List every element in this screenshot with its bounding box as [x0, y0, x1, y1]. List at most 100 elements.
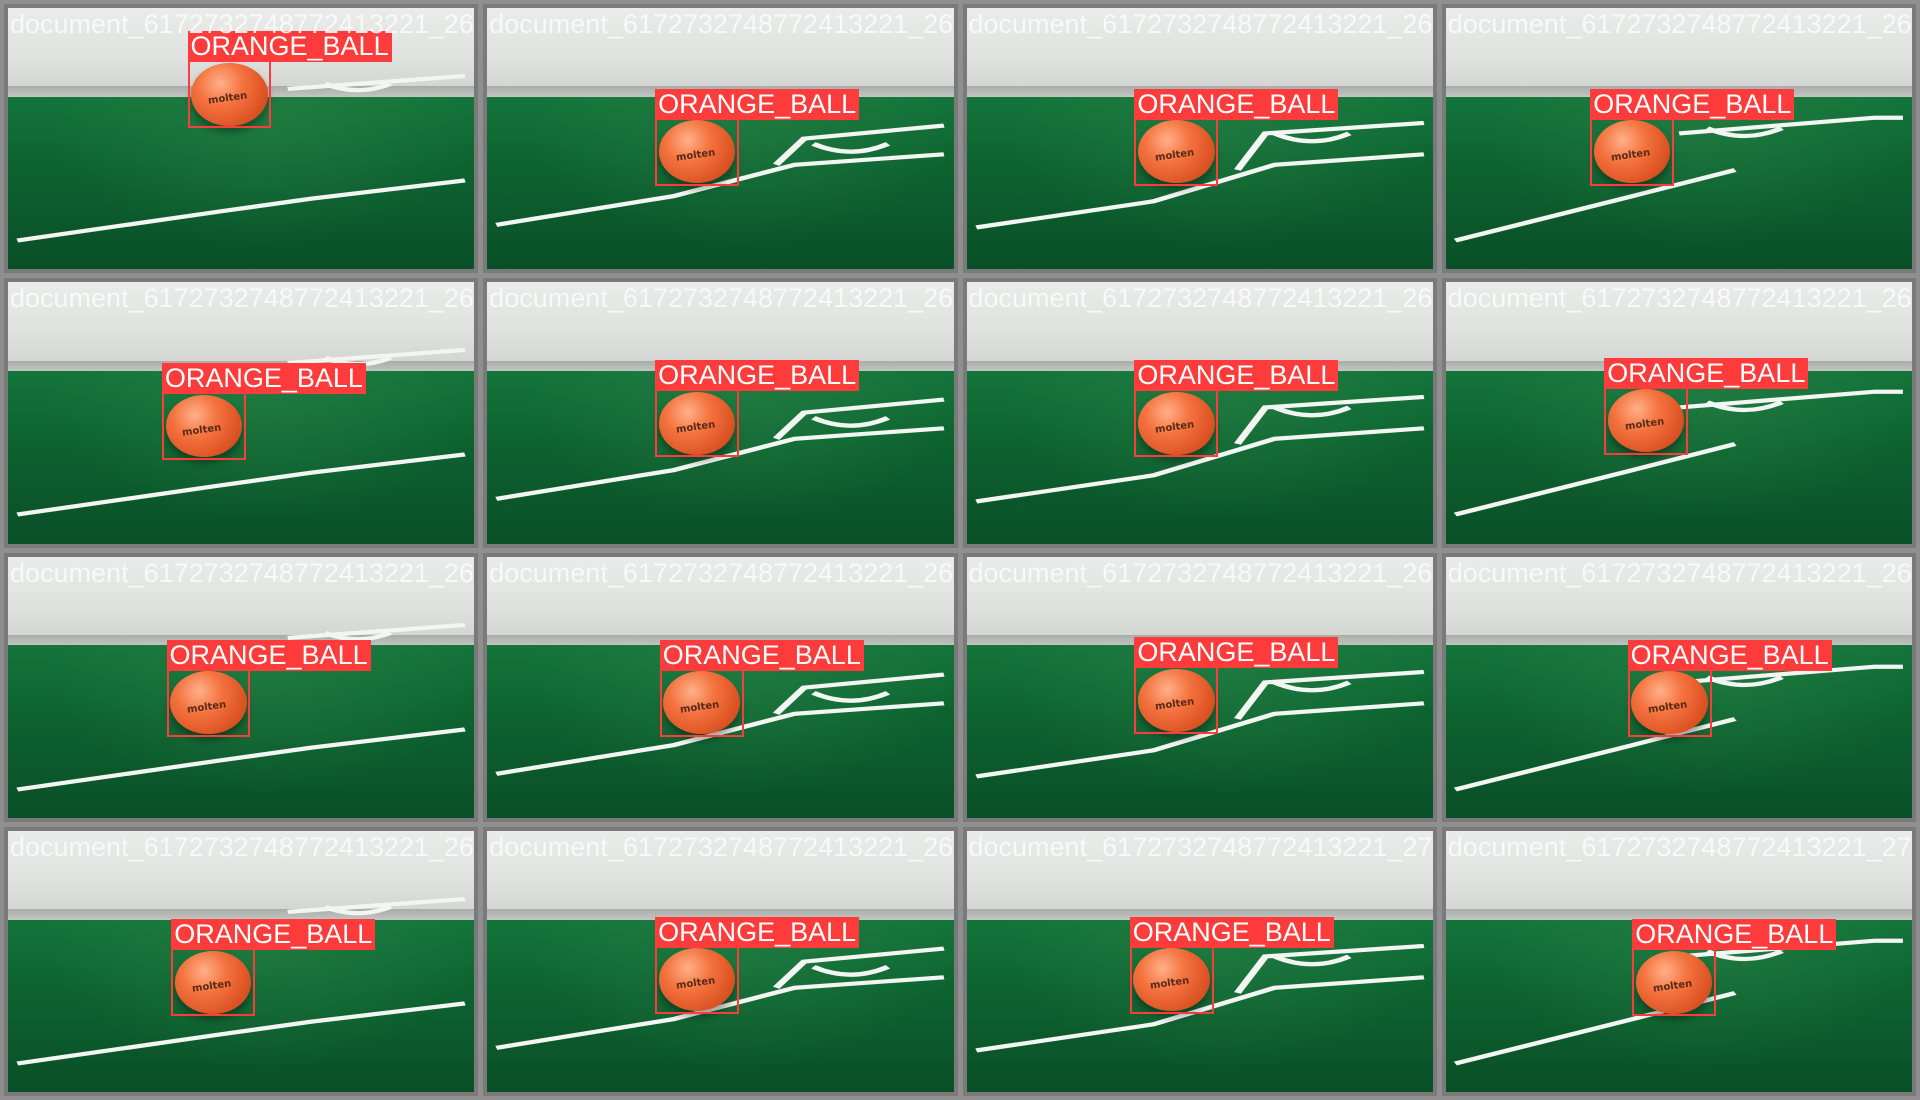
field-lines — [16, 73, 466, 243]
orange-ball: molten — [1138, 668, 1215, 732]
field-lines — [974, 943, 1424, 1053]
detection-tile: molten ORANGE_BALL document_61727327487724… — [1441, 552, 1916, 822]
detection-tile: molten ORANGE_BALL document_61727327487724… — [483, 826, 958, 1096]
image-filename: document_6172732748772413221_269.jpg — [1447, 283, 1912, 314]
orange-ball: molten — [1635, 950, 1713, 1014]
wall-background — [1445, 556, 1912, 646]
bounding-box: ORANGE_BALL — [1134, 88, 1339, 186]
bounding-box: ORANGE_BALL — [659, 639, 864, 737]
wall-background — [966, 8, 1433, 97]
bbox-class-label: ORANGE_BALL — [171, 919, 376, 951]
wall-background — [487, 282, 954, 372]
image-filename: document_6172732748772413221_263.jpg — [489, 9, 954, 39]
detection-tile: molten ORANGE_BALL document_61727327487724… — [962, 826, 1437, 1096]
detection-tile: molten ORANGE_BALL document_61727327487724… — [4, 4, 479, 274]
wall-background — [966, 830, 1433, 920]
detection-tile: molten ORANGE_BALL document_61727327487724… — [4, 826, 479, 1096]
wall-background — [966, 282, 1433, 372]
wall-background — [966, 556, 1433, 646]
green-carpet-field — [8, 645, 475, 818]
bounding-box: ORANGE_BALL — [1134, 360, 1339, 458]
image-filename: document_6172732748772413221_266.jpg — [489, 831, 954, 862]
orange-ball: molten — [1608, 389, 1685, 453]
wall-background — [487, 8, 954, 97]
bbox-class-label: ORANGE_BALL — [1604, 357, 1809, 389]
bounding-box: ORANGE_BALL — [1632, 919, 1837, 1017]
field-lines — [495, 946, 945, 1050]
bbox-class-label: ORANGE_BALL — [655, 916, 860, 948]
image-filename: document_6172732748772413221_262.jpg — [1447, 557, 1912, 588]
orange-ball: molten — [658, 391, 736, 455]
image-filename: document_6172732748772413221_262.jpg — [10, 831, 474, 862]
image-filename: document_6172732748772413221_260.jpg — [10, 283, 474, 314]
bbox-class-label: ORANGE_BALL — [1134, 637, 1339, 669]
bbox-class-label: ORANGE_BALL — [1134, 88, 1339, 120]
bounding-box: ORANGE_BALL — [166, 639, 371, 737]
field-lines — [974, 669, 1424, 778]
orange-ball: molten — [174, 950, 252, 1014]
orange-ball: molten — [191, 62, 268, 126]
detection-tile: molten ORANGE_BALL document_61727327487724… — [962, 4, 1437, 274]
detection-tile: molten ORANGE_BALL document_61727327487724… — [483, 552, 958, 822]
bounding-box: ORANGE_BALL — [1604, 357, 1809, 455]
bbox-class-label: ORANGE_BALL — [166, 639, 371, 671]
bounding-box: ORANGE_BALL — [655, 916, 860, 1014]
bbox-class-label: ORANGE_BALL — [655, 360, 860, 392]
detection-tile: molten ORANGE_BALL document_61727327487724… — [1441, 278, 1916, 548]
bbox-class-label: ORANGE_BALL — [659, 639, 864, 671]
orange-ball: molten — [1631, 671, 1708, 735]
image-filename: document_6172732748772413221_265.jpg — [489, 557, 954, 588]
bounding-box: ORANGE_BALL — [1627, 639, 1832, 737]
bbox-class-label: ORANGE_BALL — [1134, 360, 1339, 392]
image-filename: document_6172732748772413221_261.jpg — [10, 557, 474, 588]
detection-tile: molten ORANGE_BALL document_61727327487724… — [1441, 826, 1916, 1096]
bbox-class-label: ORANGE_BALL — [1129, 916, 1334, 948]
bounding-box: ORANGE_BALL — [171, 919, 376, 1017]
field-lines — [974, 395, 1424, 504]
field-lines — [1453, 664, 1903, 791]
field-lines — [495, 672, 945, 776]
field-lines — [974, 120, 1424, 230]
orange-ball: molten — [663, 671, 740, 735]
bounding-box: ORANGE_BALL — [187, 31, 392, 129]
detection-tile: molten ORANGE_BALL document_61727327487724… — [4, 278, 479, 548]
field-lines — [495, 397, 945, 502]
bounding-box: ORANGE_BALL — [161, 362, 366, 460]
detection-tile: molten ORANGE_BALL document_61727327487724… — [483, 4, 958, 274]
detection-tile: molten ORANGE_BALL document_61727327487724… — [962, 552, 1437, 822]
bbox-class-label: ORANGE_BALL — [655, 88, 860, 120]
image-filename: document_6172732748772413221_268.jpg — [1447, 9, 1912, 39]
field-lines — [1453, 115, 1903, 243]
orange-ball: molten — [658, 948, 736, 1011]
wall-background — [1445, 8, 1912, 97]
image-filename: document_6172732748772413221_260.jpg — [10, 9, 474, 39]
image-filename: document_6172732748772413221_267.jpg — [968, 9, 1433, 39]
field-lines — [16, 896, 466, 1066]
detection-tile: molten ORANGE_BALL document_61727327487724… — [4, 552, 479, 822]
orange-ball: molten — [1138, 391, 1215, 455]
orange-ball: molten — [170, 671, 247, 735]
bbox-class-label: ORANGE_BALL — [161, 362, 366, 394]
orange-ball: molten — [1594, 120, 1671, 184]
bounding-box: ORANGE_BALL — [655, 360, 860, 458]
green-carpet-field — [8, 371, 475, 544]
wall-background — [1445, 282, 1912, 372]
green-carpet-field — [8, 96, 475, 270]
bounding-box: ORANGE_BALL — [1134, 637, 1339, 735]
bounding-box: ORANGE_BALL — [1590, 88, 1795, 186]
detection-tile: molten ORANGE_BALL document_61727327487724… — [483, 278, 958, 548]
bounding-box: ORANGE_BALL — [1129, 916, 1334, 1014]
field-lines — [495, 123, 945, 227]
bounding-box: ORANGE_BALL — [655, 88, 860, 186]
bbox-class-label: ORANGE_BALL — [187, 31, 392, 63]
wall-background — [487, 830, 954, 920]
detection-tile: molten ORANGE_BALL document_61727327487724… — [1441, 4, 1916, 274]
image-filename: document_6172732748772413221_264.jpg — [489, 283, 954, 314]
orange-ball: molten — [1133, 948, 1210, 1011]
image-filename: document_6172732748772413221_268.jpg — [968, 283, 1433, 314]
bbox-class-label: ORANGE_BALL — [1632, 919, 1837, 951]
wall-background — [1445, 830, 1912, 920]
orange-ball: molten — [165, 394, 243, 458]
field-lines — [16, 622, 466, 792]
